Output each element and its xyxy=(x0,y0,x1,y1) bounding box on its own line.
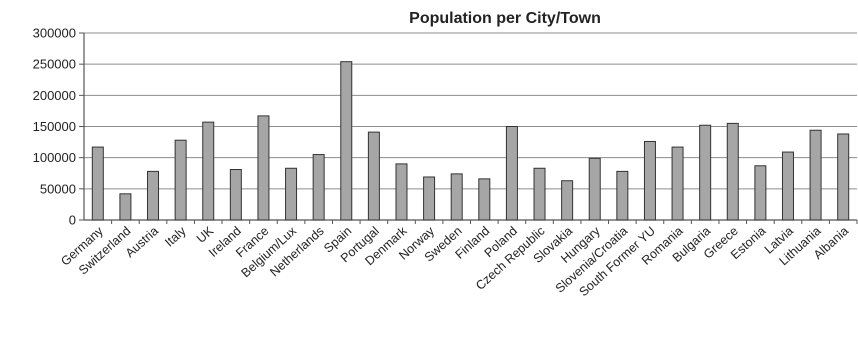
bar-slovakia xyxy=(561,180,574,221)
bar-latvia xyxy=(781,151,794,221)
y-tick-label: 250000 xyxy=(33,57,76,72)
bar-poland xyxy=(505,126,518,221)
bar-south-former-yu xyxy=(643,140,656,221)
bar-uk xyxy=(202,121,215,221)
bar-bulgaria xyxy=(699,124,712,221)
bar-sweden xyxy=(450,173,463,221)
bar-spain xyxy=(340,61,353,221)
bar-estonia xyxy=(754,165,767,221)
bar-albania xyxy=(837,133,850,221)
bar-hungary xyxy=(588,157,601,221)
bars xyxy=(91,61,850,221)
y-tick-label: 150000 xyxy=(33,119,76,134)
y-tick-label: 0 xyxy=(69,213,76,228)
bar-finland xyxy=(478,178,491,221)
bar-norway xyxy=(423,176,436,221)
bar-slovenia-croatia xyxy=(616,170,629,221)
bar-austria xyxy=(147,170,160,221)
bar-greece xyxy=(726,122,739,221)
y-tick-labels: 0 50000 100000 150000 200000 250000 300000 xyxy=(33,26,76,228)
bar-belgium-lux xyxy=(285,167,298,221)
y-tick-label: 50000 xyxy=(40,181,76,196)
bar-romania xyxy=(671,146,684,221)
y-tick-label: 100000 xyxy=(33,150,76,165)
chart-title: Population per City/Town xyxy=(409,10,601,27)
bar-netherlands xyxy=(312,154,325,221)
bar-italy xyxy=(174,139,187,221)
bar-switzerland xyxy=(119,193,132,221)
bar-ireland xyxy=(229,169,242,221)
bar-germany xyxy=(91,146,104,221)
bar-denmark xyxy=(395,163,408,221)
bar-france xyxy=(257,115,270,221)
y-tick-label: 300000 xyxy=(33,26,76,41)
y-tick-label: 200000 xyxy=(33,88,76,103)
bar-portugal xyxy=(367,131,380,221)
bar-czech-republic xyxy=(533,167,546,221)
bar-lithuania xyxy=(809,129,822,221)
